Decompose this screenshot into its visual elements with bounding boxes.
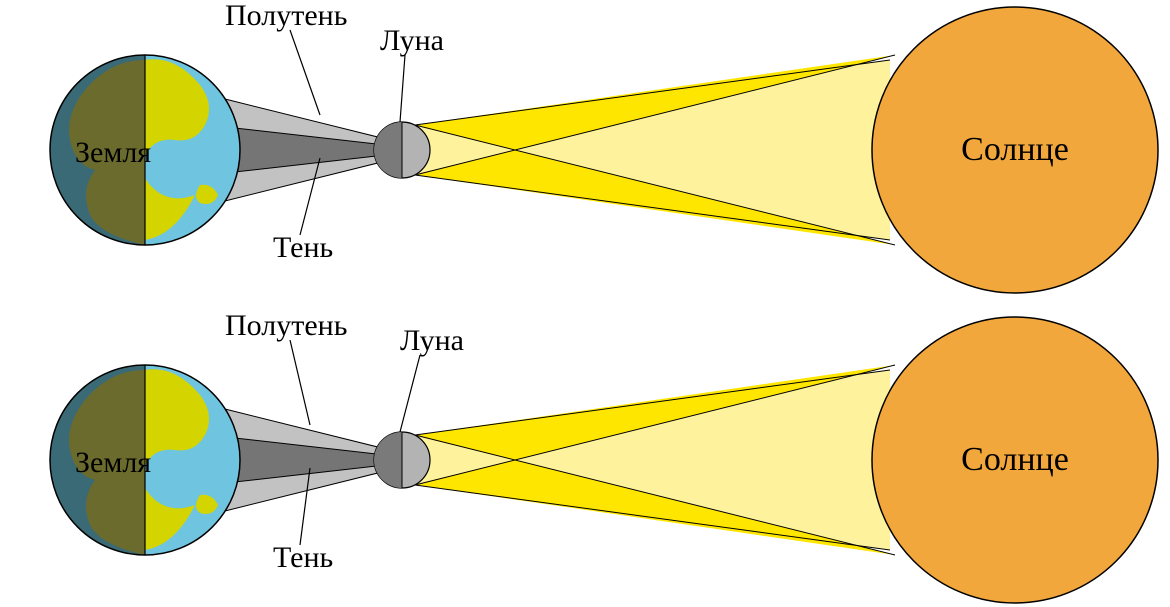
leader-moon [400,55,405,122]
moon [374,122,430,178]
leader-moon [400,355,420,432]
label-earth: Земля [75,446,151,479]
diagram-top: Полутень Луна Тень Земля Солнце [50,0,1158,293]
beam-outer [415,60,890,240]
label-umbra: Тень [273,541,333,574]
label-moon: Луна [380,24,444,57]
beam-outer [415,370,890,550]
leader-penumbra [290,30,320,115]
label-sun: Солнце [961,131,1069,168]
label-sun: Солнце [961,441,1069,478]
label-penumbra: Полутень [225,309,347,342]
leader-penumbra [290,340,310,425]
diagram-bottom: Полутень Луна Тень Земля Солнце [50,309,1158,603]
moon [374,432,430,488]
label-penumbra: Полутень [225,0,347,32]
eclipse-diagram-pair: Полутень Луна Тень Земля Солнце Полутень… [0,0,1170,607]
label-moon: Луна [400,324,464,357]
label-earth: Земля [75,136,151,169]
label-umbra: Тень [273,231,333,264]
